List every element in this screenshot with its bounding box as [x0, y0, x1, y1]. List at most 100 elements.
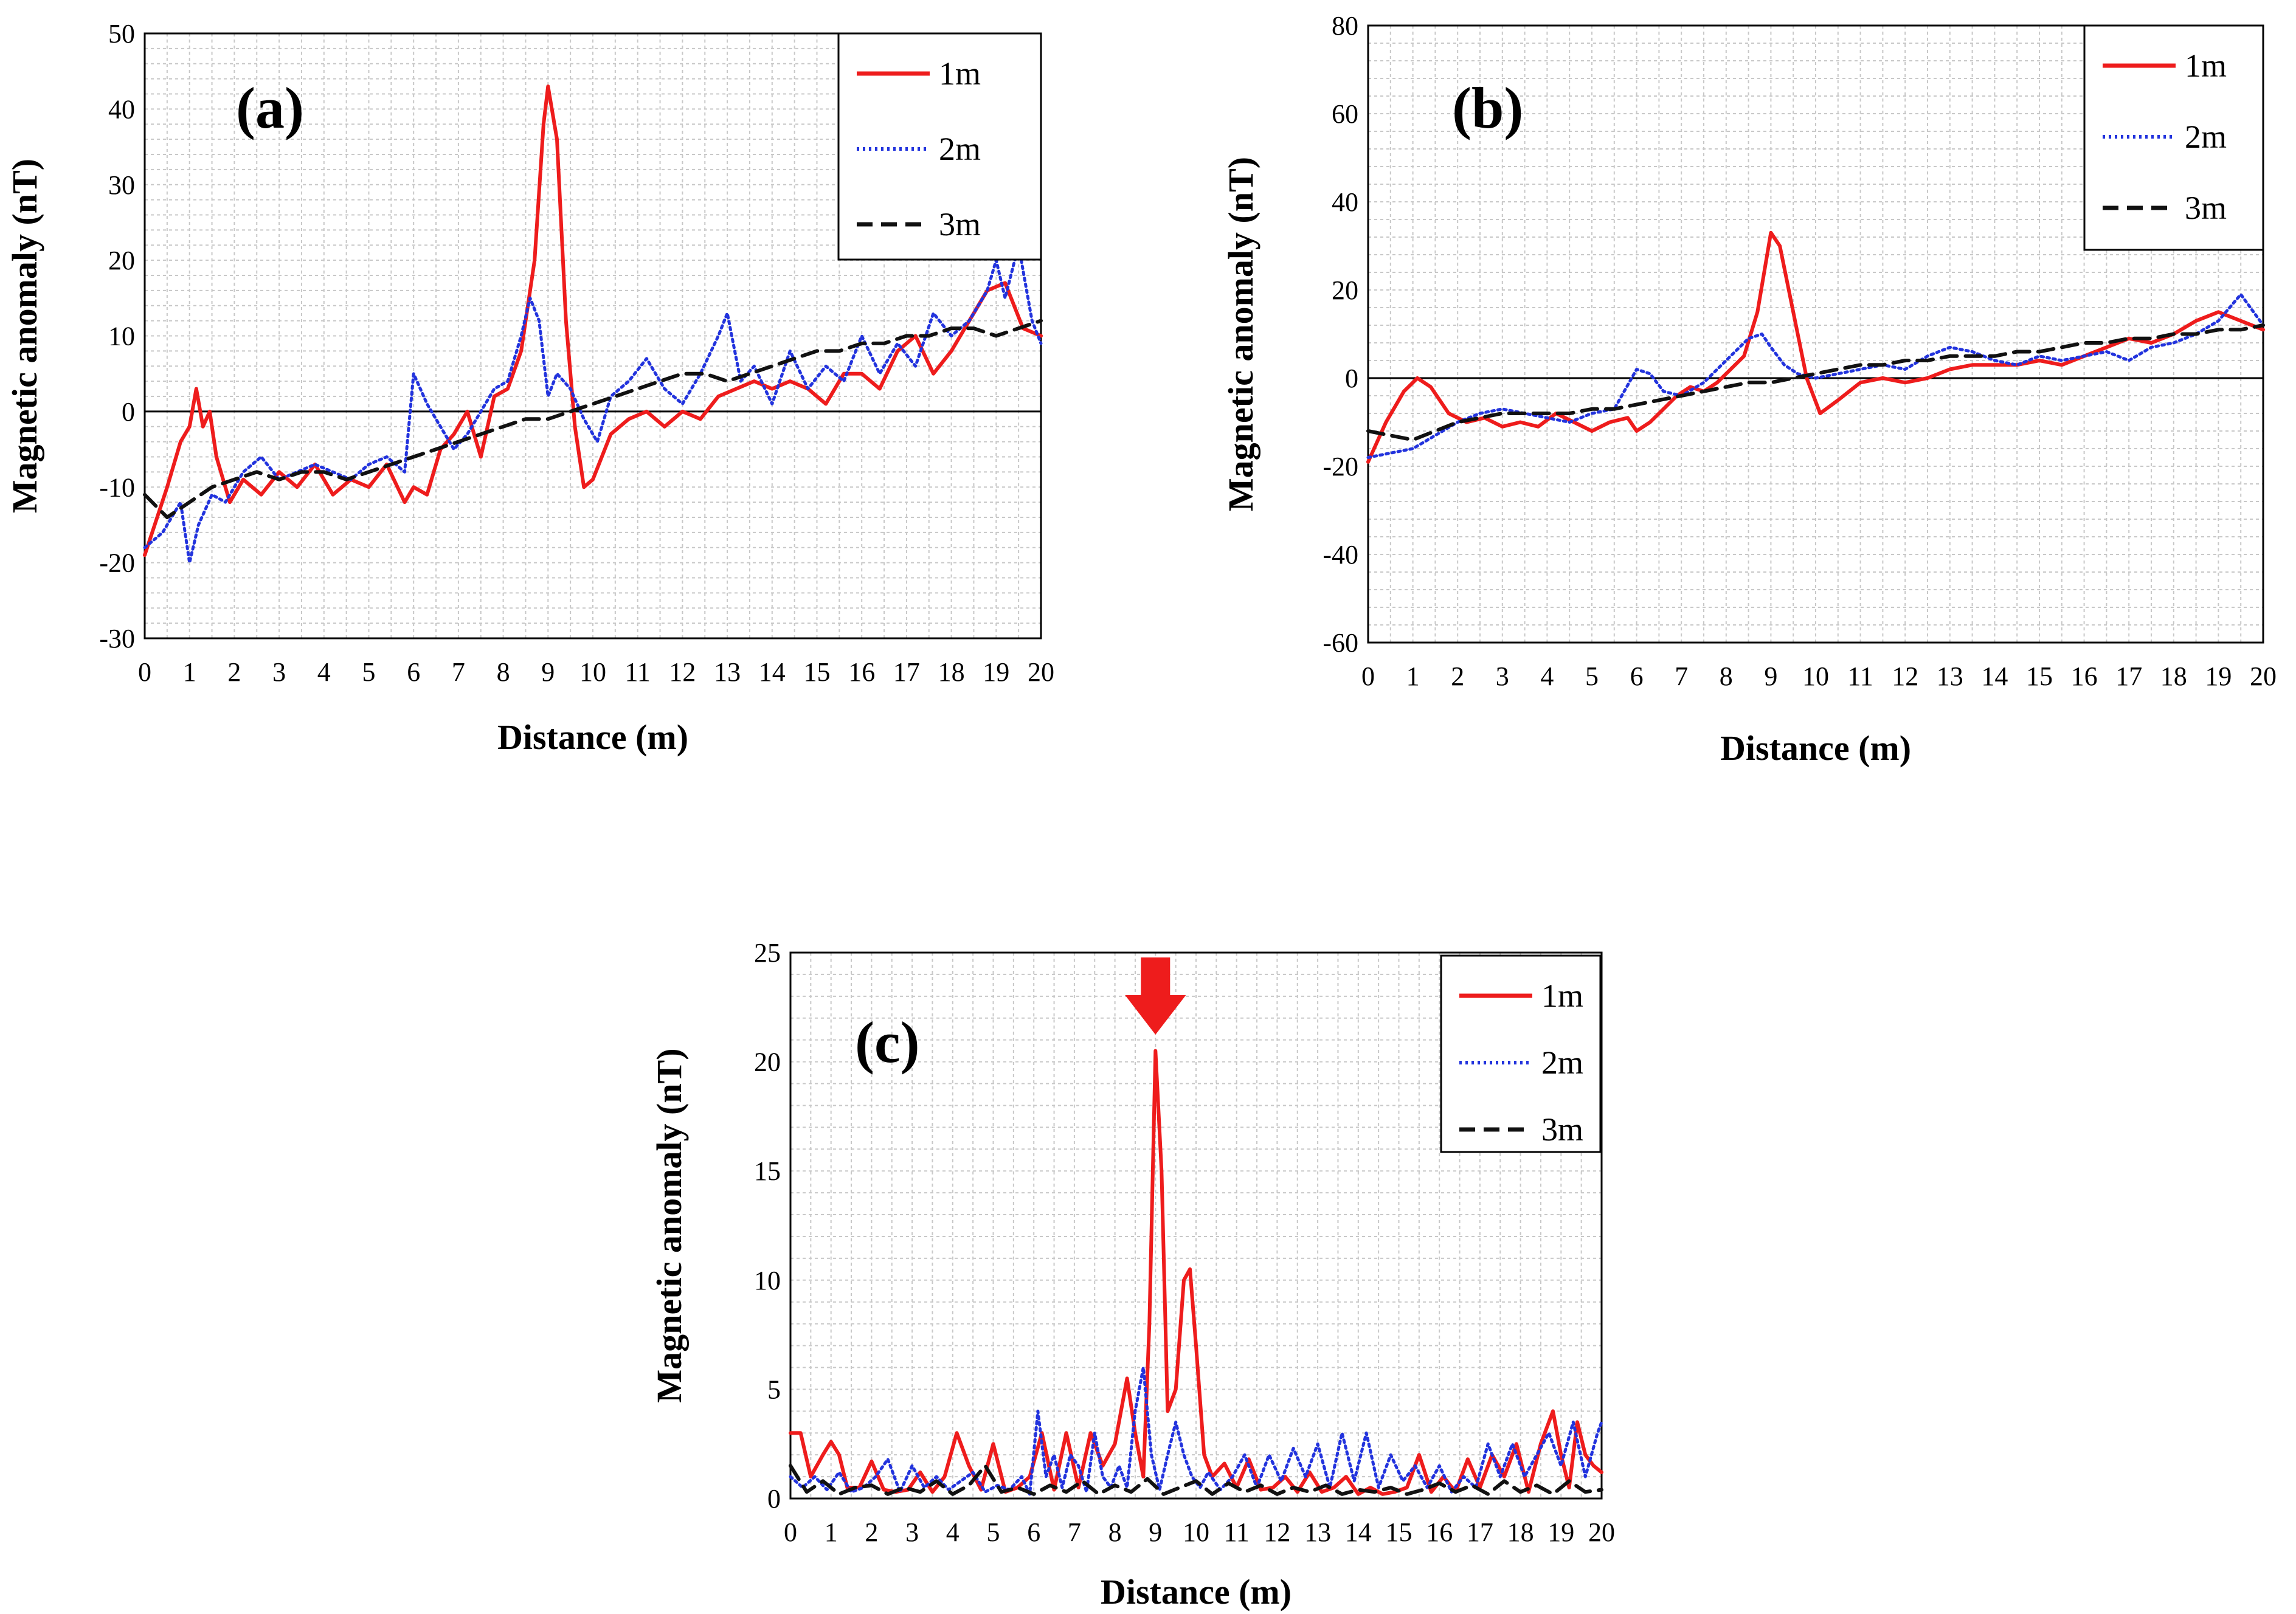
series-line-1m — [789, 1049, 1603, 1496]
x-tick-label: 5 — [987, 1517, 1000, 1547]
x-tick-label: 10 — [1183, 1517, 1209, 1547]
x-tick-label: 13 — [1304, 1517, 1331, 1547]
x-axis-label: Distance (m) — [1101, 1572, 1292, 1612]
x-tick-label: 7 — [452, 657, 465, 687]
series-line-3m — [143, 319, 1043, 519]
panel-label: (b) — [1452, 75, 1523, 140]
y-tick-label: 10 — [108, 322, 135, 351]
x-tick-label: 5 — [362, 657, 376, 687]
series-line-2m — [143, 243, 1043, 565]
x-tick-label: 3 — [905, 1517, 919, 1547]
x-tick-label: 1 — [183, 657, 196, 687]
x-tick-label: 11 — [1224, 1517, 1250, 1547]
x-tick-label: 16 — [1426, 1517, 1453, 1547]
y-tick-label: 25 — [754, 938, 781, 968]
x-tick-label: 15 — [1386, 1517, 1413, 1547]
x-tick-label: 18 — [1507, 1517, 1534, 1547]
x-tick-label: 18 — [2160, 661, 2187, 691]
x-tick-label: 14 — [759, 657, 786, 687]
legend-box — [1440, 954, 1602, 1153]
x-tick-label: 8 — [1108, 1517, 1122, 1547]
legend-box — [2083, 24, 2264, 251]
legend-entry: 2m — [939, 131, 981, 167]
series-line-1m — [143, 84, 1043, 557]
y-tick-label: 0 — [122, 397, 135, 427]
x-tick-label: 19 — [1547, 1517, 1574, 1547]
x-tick-label: 9 — [1764, 661, 1777, 691]
y-tick-label: 20 — [754, 1047, 781, 1077]
series-line-3m — [789, 1464, 1603, 1496]
y-tick-label: 0 — [767, 1484, 781, 1514]
y-tick-label: -10 — [99, 472, 135, 502]
y-axis-label: Magnetic anomaly (nT) — [1221, 157, 1260, 511]
peak-arrow-icon — [1125, 957, 1186, 1035]
x-tick-label: 7 — [1068, 1517, 1081, 1547]
y-tick-label: -20 — [1323, 452, 1358, 481]
x-tick-label: 9 — [1149, 1517, 1162, 1547]
legend-entry: 3m — [2185, 190, 2227, 226]
x-tick-label: 3 — [1496, 661, 1509, 691]
chart-panel-c: 0 1 2 3 4 5 6 7 8 9 10 11 12 13 14 15 16 17 18 19 2025201510… — [649, 938, 1615, 1612]
x-tick-label: 12 — [669, 657, 696, 687]
y-tick-label: 0 — [1345, 364, 1358, 393]
x-tick-label: 8 — [497, 657, 510, 687]
series-line-2m — [789, 1366, 1603, 1496]
y-tick-label: 20 — [1332, 275, 1358, 305]
legend-entry: 1m — [1541, 978, 1583, 1014]
x-tick-label: 12 — [1264, 1517, 1290, 1547]
x-tick-label: 0 — [1361, 661, 1375, 691]
x-tick-label: 2 — [227, 657, 241, 687]
x-tick-label: 18 — [938, 657, 965, 687]
x-tick-label: 15 — [804, 657, 831, 687]
x-tick-label: 1 — [1406, 661, 1420, 691]
x-tick-label: 20 — [1588, 1517, 1615, 1547]
y-tick-label: -60 — [1323, 628, 1358, 658]
legend-entry: 2m — [1541, 1044, 1583, 1081]
x-tick-label: 5 — [1585, 661, 1599, 691]
x-tick-label: 17 — [2115, 661, 2142, 691]
y-tick-label: 30 — [108, 170, 135, 200]
y-tick-label: 40 — [108, 94, 135, 124]
x-axis-label: Distance (m) — [1720, 728, 1911, 768]
legend-entry: 1m — [2185, 47, 2227, 84]
y-tick-label: 60 — [1332, 99, 1358, 129]
chart-panel-b: 0 1 2 3 4 5 6 7 8 9 10 11 12 13 14 15 16 17 18 19 2080604020… — [1221, 11, 2277, 768]
x-tick-label: 0 — [138, 657, 151, 687]
x-tick-label: 13 — [1937, 661, 1963, 691]
x-tick-label: 14 — [1981, 661, 2008, 691]
y-tick-label: 40 — [1332, 187, 1358, 217]
x-tick-label: 17 — [893, 657, 920, 687]
x-tick-label: 6 — [407, 657, 420, 687]
x-tick-label: 11 — [1847, 661, 1873, 691]
x-axis-label: Distance (m) — [497, 717, 688, 757]
series-line-2m — [1366, 292, 2265, 459]
legend-entry: 3m — [939, 206, 981, 243]
x-tick-label: 17 — [1467, 1517, 1493, 1547]
y-tick-label: 10 — [754, 1266, 781, 1295]
y-tick-label: 20 — [108, 246, 135, 275]
y-tick-label: -30 — [99, 624, 135, 654]
legend-box — [837, 32, 1042, 261]
series-line-3m — [1366, 323, 2265, 442]
chart-panel-a: 0 1 2 3 4 5 6 7 8 9 10 11 12 13 14 15 16 17 18 19 2050403020… — [5, 19, 1054, 757]
y-tick-label: -20 — [99, 548, 135, 578]
x-tick-label: 7 — [1675, 661, 1688, 691]
x-tick-label: 20 — [2250, 661, 2277, 691]
x-tick-label: 16 — [848, 657, 875, 687]
x-tick-label: 10 — [579, 657, 606, 687]
x-tick-label: 16 — [2071, 661, 2098, 691]
x-tick-label: 19 — [983, 657, 1009, 687]
x-tick-label: 2 — [865, 1517, 878, 1547]
plot-frame — [1367, 24, 2264, 644]
legend-entry: 1m — [939, 55, 981, 92]
x-tick-label: 14 — [1345, 1517, 1372, 1547]
x-tick-label: 20 — [1028, 657, 1054, 687]
x-tick-label: 12 — [1892, 661, 1918, 691]
x-tick-label: 9 — [541, 657, 555, 687]
x-tick-label: 6 — [1630, 661, 1644, 691]
x-tick-label: 10 — [1802, 661, 1829, 691]
x-tick-label: 4 — [1540, 661, 1554, 691]
x-tick-label: 2 — [1451, 661, 1464, 691]
x-tick-label: 19 — [2205, 661, 2232, 691]
